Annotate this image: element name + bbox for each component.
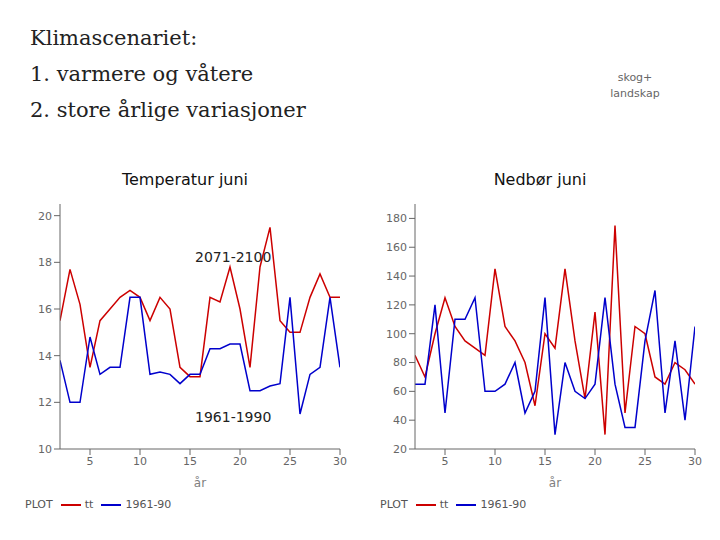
svg-text:30: 30 [333, 455, 347, 468]
svg-text:14: 14 [38, 350, 52, 363]
html-text:2071-2100: 2071-2100 [195, 249, 272, 265]
html-text:1961-1990: 1961-1990 [195, 409, 272, 425]
svg-text:år: år [549, 476, 561, 490]
svg-text:180: 180 [386, 212, 407, 225]
svg-text:80: 80 [393, 356, 407, 369]
svg-text:20: 20 [38, 210, 52, 223]
svg-text:40: 40 [393, 414, 407, 427]
html-text:1961-90: 1961-90 [480, 498, 527, 511]
svg-text:12: 12 [38, 396, 52, 409]
svg-text:10: 10 [488, 455, 502, 468]
svg-text:5: 5 [87, 455, 94, 468]
svg-text:10: 10 [38, 443, 52, 456]
svg-text:20: 20 [393, 443, 407, 456]
svg-text:120: 120 [386, 299, 407, 312]
svg-text:10: 10 [133, 455, 147, 468]
svg-text:30: 30 [688, 455, 702, 468]
svg-text:100: 100 [386, 328, 407, 341]
html-text:Klimascenariet:: Klimascenariet: [30, 26, 198, 50]
html-text:1961-90: 1961-90 [125, 498, 172, 511]
svg-text:5: 5 [442, 455, 449, 468]
html-text:tt: tt [439, 498, 449, 511]
html-text:Temperatur juni: Temperatur juni [121, 170, 249, 189]
html-text:Nedbør juni: Nedbør juni [493, 170, 587, 189]
svg-text:år: år [194, 476, 206, 490]
html-text:2. store årlige variasjoner: 2. store årlige variasjoner [30, 98, 306, 122]
svg-text:25: 25 [283, 455, 297, 468]
html-text:PLOT: PLOT [380, 498, 408, 511]
svg-text:16: 16 [38, 303, 52, 316]
html-text:skog+: skog+ [617, 71, 653, 84]
svg-text:20: 20 [233, 455, 247, 468]
html-text:tt: tt [84, 498, 94, 511]
svg-text:25: 25 [638, 455, 652, 468]
svg-text:20: 20 [588, 455, 602, 468]
svg-text:60: 60 [393, 385, 407, 398]
html-text:1. varmere og våtere: 1. varmere og våtere [30, 62, 254, 86]
html-text:PLOT: PLOT [25, 498, 53, 511]
svg-text:15: 15 [538, 455, 552, 468]
html-text:landskap: landskap [610, 87, 660, 100]
svg-text:18: 18 [38, 256, 52, 269]
svg-text:160: 160 [386, 241, 407, 254]
svg-text:15: 15 [183, 455, 197, 468]
svg-text:140: 140 [386, 270, 407, 283]
